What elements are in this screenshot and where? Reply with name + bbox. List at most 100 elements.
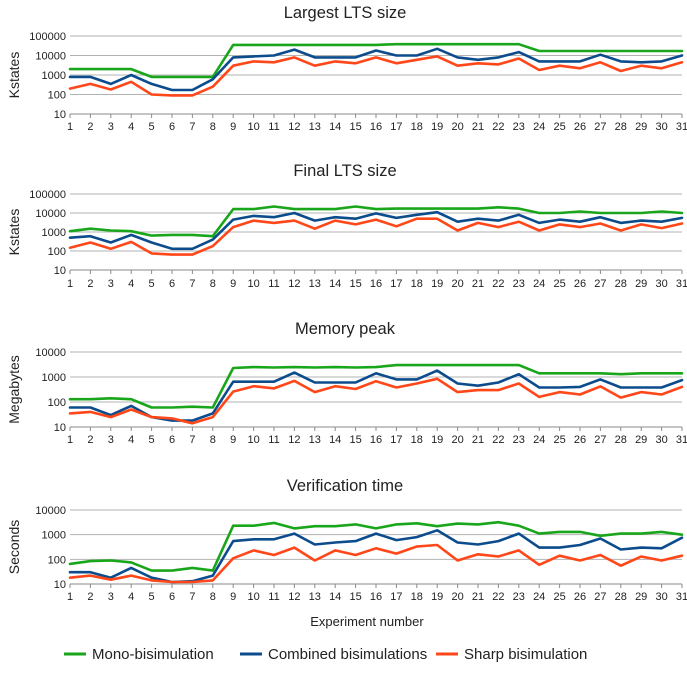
chart-2-xtick-label: 3 [108,278,114,290]
chart-2-series-combined-line [68,210,684,251]
chart-3-xtick-label: 4 [128,434,134,446]
chart-1-xtick-label: 1 [67,121,73,133]
chart-4-ylabel: Seconds [6,520,22,574]
chart-3-xtick-label: 13 [309,434,321,446]
chart-3-xtick-label: 24 [533,434,545,446]
chart-3-ytick-label: 10 [54,422,66,434]
chart-1-ytick-label: 1000 [42,70,66,82]
chart-4-ytick-label: 1000 [42,530,66,542]
chart-4-xtick-label: 28 [615,591,627,603]
chart-2-xtick-label: 28 [615,278,627,290]
chart-1-xtick-label: 9 [230,121,236,133]
chart-3-xtick-label: 17 [390,434,402,446]
chart-1-xtick-label: 10 [247,121,259,133]
chart-2-xtick-label: 7 [189,278,195,290]
chart-2-xtick-label: 10 [247,278,259,290]
chart-2-ylabel: Kstates [6,209,22,256]
chart-4-xtick-label: 18 [411,591,423,603]
chart-2-xtick-label: 2 [87,278,93,290]
chart-1-ytick-label: 100 [48,90,66,102]
chart-2-xtick-label: 11 [268,278,279,290]
chart-3-xtick-label: 11 [268,434,279,446]
chart-2-series-mono-line [68,205,684,238]
chart-4-xtick-label: 3 [108,591,114,603]
chart-2-ytick-label: 100000 [29,189,66,201]
chart-2-xtick-label: 29 [635,278,647,290]
chart-3-xtick-label: 19 [431,434,443,446]
chart-1-xtick-label: 28 [615,121,627,133]
chart-4-ytick-label: 100 [48,554,66,566]
chart-3-xtick-label: 8 [210,434,216,446]
chart-1-xtick-label: 12 [288,121,300,133]
chart-1-xtick-label: 8 [210,121,216,133]
chart-2-xtick-label: 4 [128,278,134,290]
chart-4-title: Verification time [287,477,403,495]
chart-3-xtick-label: 12 [288,434,300,446]
chart-1-xtick-label: 27 [594,121,606,133]
chart-1-series-mono-line [68,42,684,79]
chart-3-xtick-label: 3 [108,434,114,446]
chart-2-xtick-label: 31 [676,278,687,290]
chart-2-xtick-label: 1 [67,278,73,290]
chart-4-xtick-label: 31 [676,591,687,603]
chart-1-xtick-label: 13 [309,121,321,133]
chart-4-xtick-label: 7 [189,591,195,603]
chart-2-ytick-label: 10 [54,265,66,277]
chart-2-xtick-label: 9 [230,278,236,290]
chart-2-xtick-label: 25 [553,278,565,290]
chart-4-xtick-label: 24 [533,591,545,603]
chart-1-series-sharp-line [68,55,684,97]
chart-1-xtick-label: 26 [574,121,586,133]
chart-3-xtick-label: 29 [635,434,647,446]
chart-4-xtick-label: 20 [451,591,463,603]
chart-1-ytick-label: 10 [54,109,66,121]
chart-2-xtick-label: 17 [390,278,402,290]
chart-1-xtick-label: 14 [329,121,341,133]
chart-2-xtick-label: 5 [149,278,155,290]
chart-3-title: Memory peak [295,320,396,338]
chart-3-xtick-label: 5 [149,434,155,446]
chart-1-xtick-label: 25 [553,121,565,133]
chart-1-xtick-label: 6 [169,121,175,133]
chart-4-ytick-label: 10 [54,579,66,591]
chart-3-xtick-label: 25 [553,434,565,446]
chart-1-xtick-label: 16 [370,121,382,133]
chart-4-xtick-label: 13 [309,591,321,603]
chart-3-series-combined-line [68,369,684,422]
chart-4-xtick-label: 16 [370,591,382,603]
chart-1-ytick-label: 10000 [35,51,66,63]
chart-2-xtick-label: 14 [329,278,341,290]
chart-4-xtick-label: 10 [247,591,259,603]
chart-2-xtick-label: 27 [594,278,606,290]
chart-4-xtick-label: 14 [329,591,341,603]
chart-2-xtick-label: 6 [169,278,175,290]
chart-2-xtick-label: 23 [513,278,525,290]
chart-4-ytick-label: 10000 [35,505,66,517]
chart-1-xtick-label: 11 [268,121,279,133]
chart-1-xtick-label: 17 [390,121,402,133]
chart-3-xtick-label: 23 [513,434,525,446]
chart-3-ytick-label: 10000 [35,347,66,359]
chart-3-xtick-label: 28 [615,434,627,446]
chart-3-series-mono-line [68,363,684,409]
chart-2-xtick-label: 8 [210,278,216,290]
chart-2-xtick-label: 15 [349,278,361,290]
chart-2-title: Final LTS size [293,162,396,180]
chart-3-xtick-label: 14 [329,434,341,446]
chart-3-xtick-label: 18 [411,434,423,446]
chart-4-xtick-label: 17 [390,591,402,603]
chart-4-xtick-label: 21 [472,591,484,603]
chart-2-xtick-label: 24 [533,278,545,290]
chart-4-xtick-label: 30 [655,591,667,603]
chart-2-xtick-label: 13 [309,278,321,290]
chart-3-xtick-label: 27 [594,434,606,446]
chart-3-xtick-label: 26 [574,434,586,446]
chart-2-xtick-label: 22 [492,278,504,290]
chart-4-xtick-label: 1 [67,591,73,603]
chart-1-series-combined-line [68,47,684,92]
chart-1-xtick-label: 3 [108,121,114,133]
chart-4-xtick-label: 27 [594,591,606,603]
chart-3-xtick-label: 20 [451,434,463,446]
chart-3-xtick-label: 9 [230,434,236,446]
chart-4-series-mono-line [68,520,684,572]
